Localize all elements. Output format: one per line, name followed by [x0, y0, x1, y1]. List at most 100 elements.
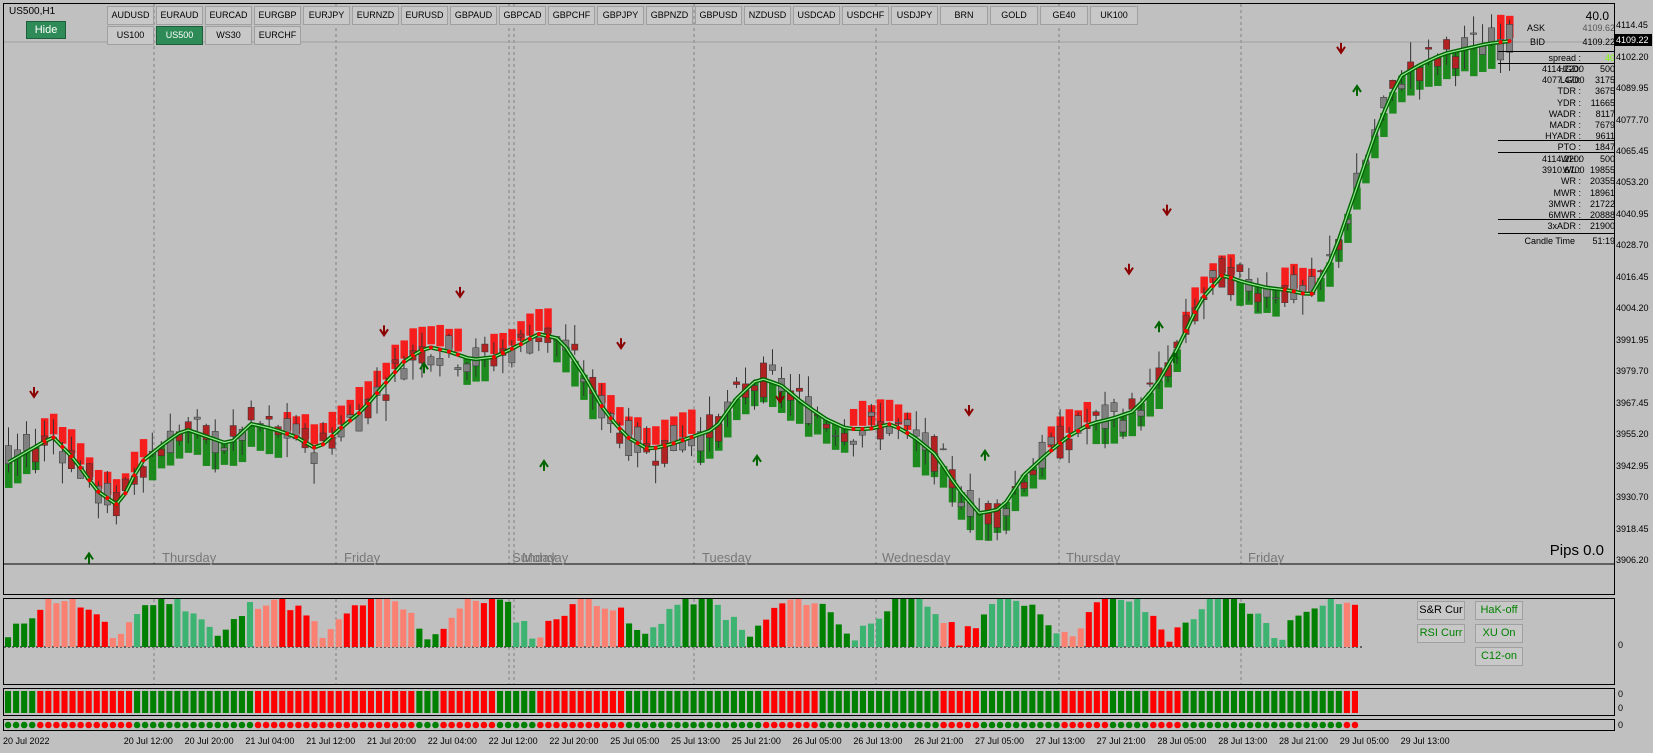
candle-body: [535, 337, 543, 343]
trend-dot: [891, 721, 899, 729]
trend-bar: [319, 691, 326, 713]
bearish-ma-segment: [114, 502, 119, 507]
symbol-button-ge40[interactable]: GE40: [1040, 6, 1088, 25]
trend-bar-pane[interactable]: [3, 688, 1615, 716]
trend-bar: [835, 691, 842, 713]
symbol-button-gold[interactable]: GOLD: [990, 6, 1038, 25]
histogram-indicator-pane[interactable]: S&R Cur HaK-off RSI Curr XU On C12-on: [3, 598, 1615, 685]
histogram-bar: [1021, 605, 1028, 647]
trend-dot: [222, 721, 230, 729]
info-label: Candle Time: [1524, 236, 1575, 246]
trend-bar: [1093, 691, 1100, 713]
candle-body: [1110, 402, 1118, 412]
bearish-ma-segment: [132, 473, 137, 478]
trend-bar: [932, 691, 939, 713]
trend-ribbon-bar: [975, 513, 984, 541]
symbol-button-audusd[interactable]: AUDUSD: [107, 6, 154, 25]
trend-dot: [254, 721, 262, 729]
trend-dot: [682, 721, 689, 729]
symbol-button-euraud[interactable]: EURAUD: [156, 6, 203, 25]
bearish-ma-segment: [1183, 328, 1188, 333]
hide-button[interactable]: Hide: [26, 21, 66, 39]
symbol-button-usdcad[interactable]: USDCAD: [793, 6, 840, 25]
trend-ribbon-bar: [139, 439, 148, 458]
bearish-ma-segment: [887, 422, 892, 427]
indicator-button-rsi-curr[interactable]: RSI Curr: [1417, 624, 1465, 643]
trend-dot: [28, 721, 36, 729]
histogram-bar: [343, 613, 350, 647]
symbol-button-us100[interactable]: US100: [107, 26, 154, 45]
bearish-ma-segment: [851, 426, 856, 431]
symbol-button-gbpaud[interactable]: GBPAUD: [450, 6, 497, 25]
info-label: HYADR :: [1545, 131, 1581, 141]
symbol-button-nzdusd[interactable]: NZDUSD: [744, 6, 791, 25]
trend-ribbon-bar: [1128, 411, 1136, 437]
trend-bar: [1279, 691, 1286, 713]
bearish-ma-segment: [1076, 428, 1081, 433]
trend-bar: [1126, 691, 1133, 713]
histogram-bar: [1206, 599, 1213, 647]
bearish-ma-segment: [617, 426, 622, 431]
trend-ribbon-bar: [1191, 287, 1199, 310]
indicator-button-c12-on[interactable]: C12-on: [1475, 647, 1523, 666]
trend-bar: [1190, 691, 1197, 713]
candle-body: [283, 418, 291, 439]
buy-arrow-icon: [84, 551, 94, 564]
bearish-ma-segment: [518, 342, 523, 347]
trend-dot: [327, 721, 334, 729]
trend-dot: [1254, 721, 1262, 729]
symbol-button-gbpchf[interactable]: GBPCHF: [548, 6, 595, 25]
trend-dot: [1214, 721, 1222, 729]
trend-bar: [908, 691, 915, 713]
symbol-button-eurnzd[interactable]: EURNZD: [352, 6, 399, 25]
info-row-ydr: YDR : 11665: [1498, 98, 1614, 109]
histogram-bar: [1230, 599, 1238, 647]
symbol-button-usdchf[interactable]: USDCHF: [842, 6, 889, 25]
candle-body: [903, 419, 911, 426]
symbol-button-brn[interactable]: BRN: [940, 6, 988, 25]
symbol-button-gbpusd[interactable]: GBPUSD: [695, 6, 742, 25]
trend-ribbon-bar: [247, 423, 256, 447]
candle-body: [1398, 84, 1406, 89]
symbol-button-usdjpy[interactable]: USDJPY: [891, 6, 938, 25]
trend-ribbon-bar: [1092, 422, 1101, 445]
symbol-button-gbpnzd[interactable]: GBPNZD: [646, 6, 693, 25]
indicator-button-s-r-cur[interactable]: S&R Cur: [1417, 601, 1465, 620]
symbol-button-uk100[interactable]: UK100: [1090, 6, 1138, 25]
indicator-button-hak-off[interactable]: HaK-off: [1475, 601, 1523, 620]
trend-bar: [1263, 691, 1270, 713]
symbol-button-gbpjpy[interactable]: GBPJPY: [597, 6, 644, 25]
candle-body: [769, 364, 776, 371]
trend-dot: [359, 721, 367, 729]
trend-dot: [843, 721, 851, 729]
symbol-button-eurusd[interactable]: EURUSD: [401, 6, 448, 25]
histogram-bar: [1093, 602, 1100, 647]
bearish-ma-segment: [141, 458, 146, 463]
symbol-button-us500[interactable]: US500: [156, 26, 203, 45]
symbol-button-ws30[interactable]: WS30: [205, 26, 252, 45]
info-value: 3175: [1594, 75, 1615, 85]
trend-bar: [271, 691, 278, 713]
histogram-bar: [1303, 611, 1310, 647]
indicator-button-xu-on[interactable]: XU On: [1475, 624, 1523, 643]
symbol-button-eurjpy[interactable]: EURJPY: [303, 6, 350, 25]
trend-bar: [45, 691, 52, 713]
main-chart-pane[interactable]: US500,H1 Hide AUDUSD EURAUD EURCAD EURGBP EU…: [3, 3, 1615, 595]
trend-bar: [456, 691, 463, 713]
trend-dot: [980, 721, 988, 729]
histogram-bar: [714, 604, 721, 647]
trend-dot: [1262, 721, 1270, 729]
symbol-button-eurgbp[interactable]: EURGBP: [254, 6, 301, 25]
symbol-button-eurcad[interactable]: EURCAD: [205, 6, 252, 25]
info-value: 51:19: [1592, 236, 1615, 246]
candle-body: [1470, 32, 1477, 35]
symbol-button-eurchf[interactable]: EURCHF: [254, 26, 301, 45]
info-label: TDR :: [1557, 86, 1582, 96]
symbol-button-gbpcad[interactable]: GBPCAD: [499, 6, 546, 25]
price-axis: 4109.22 4114.45 4102.20 4089.95 4077.70 4065…: [1614, 3, 1653, 595]
histogram-bar: [376, 599, 383, 647]
bid-value: 4109.22: [1582, 37, 1615, 47]
candle-body: [5, 445, 12, 465]
trend-dot-pane[interactable]: [3, 719, 1615, 731]
trend-dot: [787, 721, 794, 729]
